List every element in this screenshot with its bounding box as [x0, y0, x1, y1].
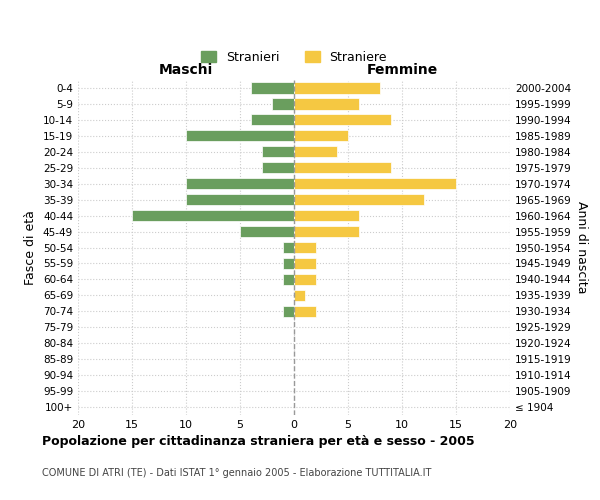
- Y-axis label: Anni di nascita: Anni di nascita: [575, 201, 588, 294]
- Bar: [283, 242, 294, 253]
- Bar: [294, 146, 337, 158]
- Text: COMUNE DI ATRI (TE) - Dati ISTAT 1° gennaio 2005 - Elaborazione TUTTITALIA.IT: COMUNE DI ATRI (TE) - Dati ISTAT 1° genn…: [42, 468, 431, 477]
- Bar: [283, 258, 294, 269]
- Bar: [294, 226, 359, 237]
- Bar: [283, 306, 294, 317]
- Bar: [294, 274, 316, 285]
- Bar: [240, 226, 294, 237]
- Bar: [186, 130, 294, 141]
- Bar: [294, 98, 359, 110]
- Bar: [294, 306, 316, 317]
- Bar: [294, 210, 359, 221]
- Bar: [294, 130, 348, 141]
- Bar: [294, 242, 316, 253]
- Bar: [294, 114, 391, 126]
- Bar: [294, 82, 380, 94]
- Bar: [251, 114, 294, 126]
- Bar: [132, 210, 294, 221]
- Bar: [251, 82, 294, 94]
- Bar: [186, 194, 294, 205]
- Bar: [294, 290, 305, 301]
- Bar: [272, 98, 294, 110]
- Bar: [262, 162, 294, 173]
- Bar: [294, 258, 316, 269]
- Bar: [186, 178, 294, 190]
- Text: Femmine: Femmine: [367, 62, 437, 76]
- Legend: Stranieri, Straniere: Stranieri, Straniere: [196, 46, 392, 69]
- Text: Popolazione per cittadinanza straniera per età e sesso - 2005: Popolazione per cittadinanza straniera p…: [42, 435, 475, 448]
- Bar: [294, 194, 424, 205]
- Bar: [262, 146, 294, 158]
- Y-axis label: Fasce di età: Fasce di età: [25, 210, 37, 285]
- Bar: [294, 178, 456, 190]
- Bar: [294, 162, 391, 173]
- Text: Maschi: Maschi: [159, 62, 213, 76]
- Bar: [283, 274, 294, 285]
